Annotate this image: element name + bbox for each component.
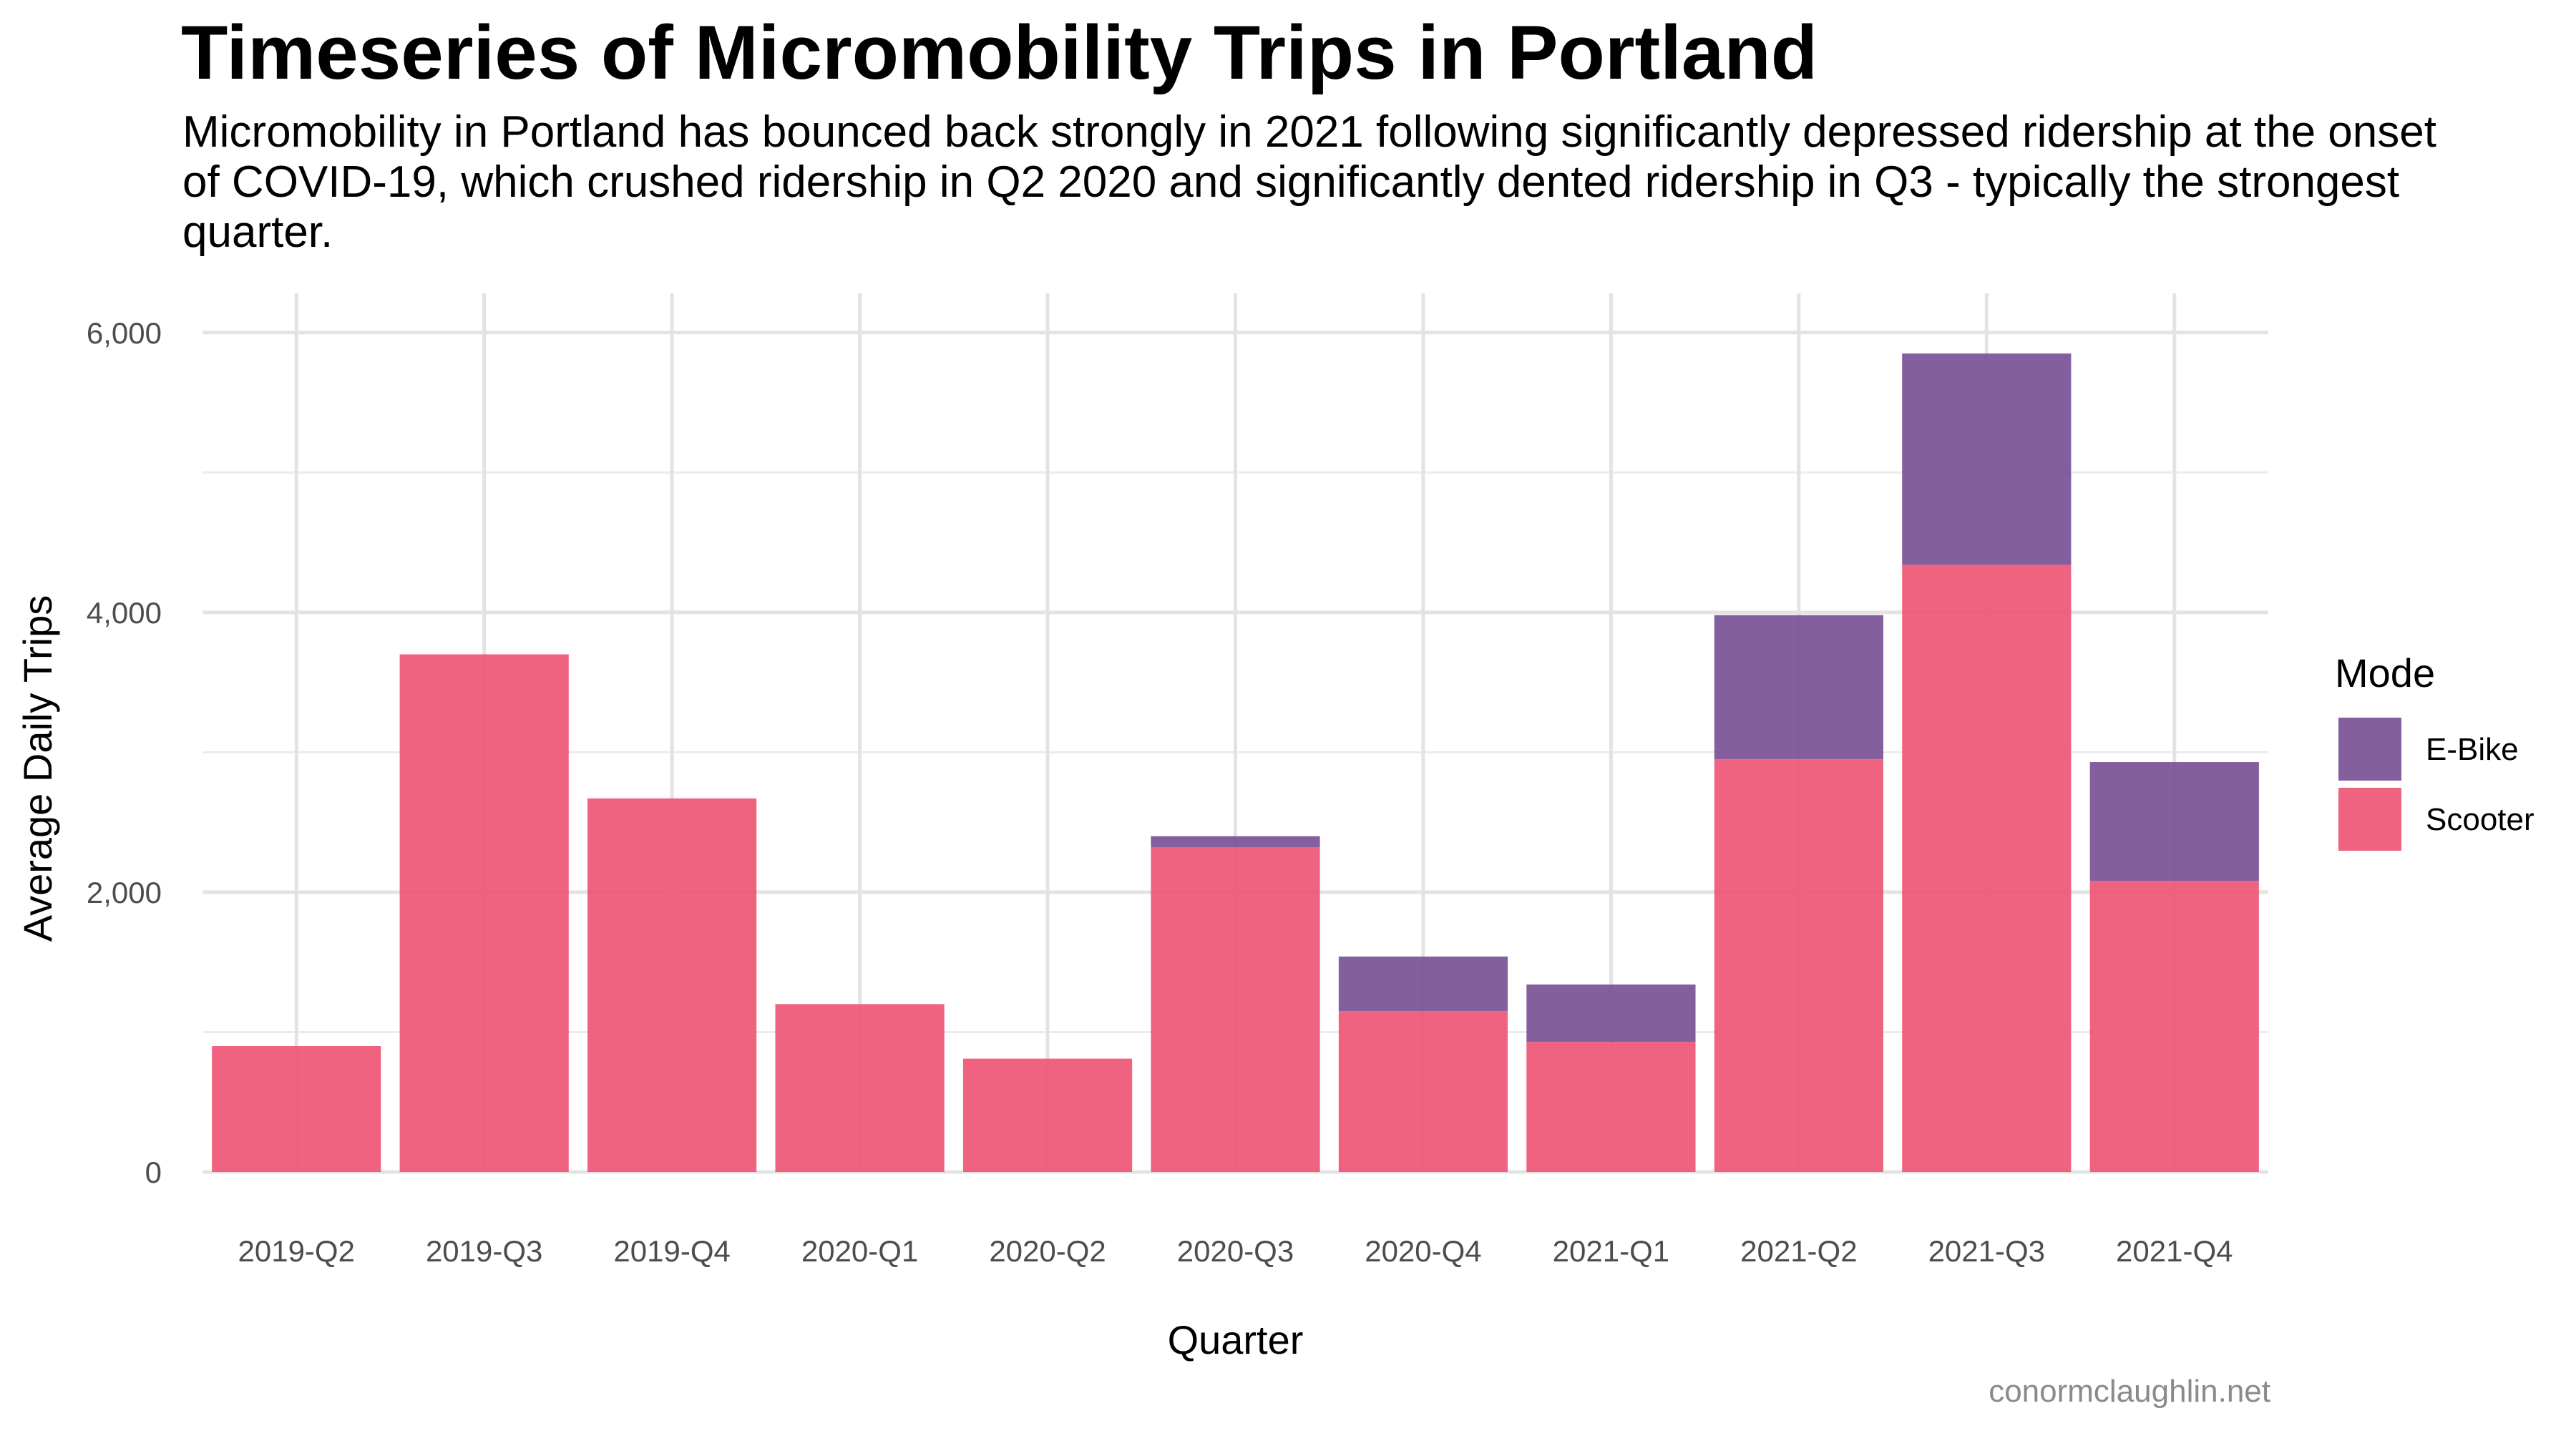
x-tick-label: 2020-Q1 (801, 1234, 918, 1268)
x-tick-label: 2019-Q4 (613, 1234, 730, 1268)
x-tick-label: 2020-Q2 (989, 1234, 1106, 1268)
bar-scooter (962, 1058, 1133, 1172)
x-tick-label: 2020-Q4 (1365, 1234, 1481, 1268)
x-axis-title: Quarter (1168, 1317, 1304, 1362)
y-tick-label: 0 (145, 1156, 162, 1189)
bar-scooter (1902, 565, 2072, 1172)
legend-swatch-e-bike (2338, 718, 2401, 781)
bar-scooter (1151, 847, 1320, 1172)
bar-scooter (212, 1046, 381, 1172)
bar-e-bike (1902, 353, 2072, 565)
bar-scooter (587, 798, 757, 1172)
x-tick-label: 2019-Q2 (238, 1234, 355, 1268)
bar-e-bike (1151, 836, 1320, 848)
legend-label: Scooter (2426, 802, 2534, 837)
chart-subtitle: Micromobility in Portland has bounced ba… (182, 107, 2436, 257)
bar-e-bike (2089, 762, 2259, 881)
bar-e-bike (1714, 615, 1883, 760)
legend-swatch-scooter (2338, 788, 2401, 851)
bar-scooter (775, 1004, 945, 1172)
x-tick-label: 2020-Q3 (1177, 1234, 1294, 1268)
y-tick-label: 2,000 (87, 876, 162, 909)
y-tick-label: 6,000 (87, 316, 162, 350)
bar-scooter (1526, 1042, 1696, 1172)
x-tick-label: 2019-Q3 (426, 1234, 542, 1268)
source-caption: conormclaughlin.net (1989, 1374, 2270, 1409)
bar-e-bike (1526, 984, 1696, 1042)
chart-title: Timeseries of Micromobility Trips in Por… (181, 9, 1818, 95)
bar-scooter (1338, 1011, 1508, 1172)
legend-label: E-Bike (2426, 732, 2519, 767)
y-tick-label: 4,000 (87, 596, 162, 630)
x-tick-label: 2021-Q4 (2116, 1234, 2233, 1268)
bar-e-bike (1338, 956, 1508, 1012)
x-tick-label: 2021-Q3 (1928, 1234, 2045, 1268)
bar-scooter (2089, 881, 2259, 1172)
bar-scooter (1714, 759, 1883, 1172)
x-tick-label: 2021-Q2 (1740, 1234, 1857, 1268)
y-axis-title: Average Daily Trips (15, 595, 60, 942)
legend-title: Mode (2335, 650, 2435, 695)
bar-scooter (399, 654, 569, 1172)
x-tick-label: 2021-Q1 (1553, 1234, 1669, 1268)
